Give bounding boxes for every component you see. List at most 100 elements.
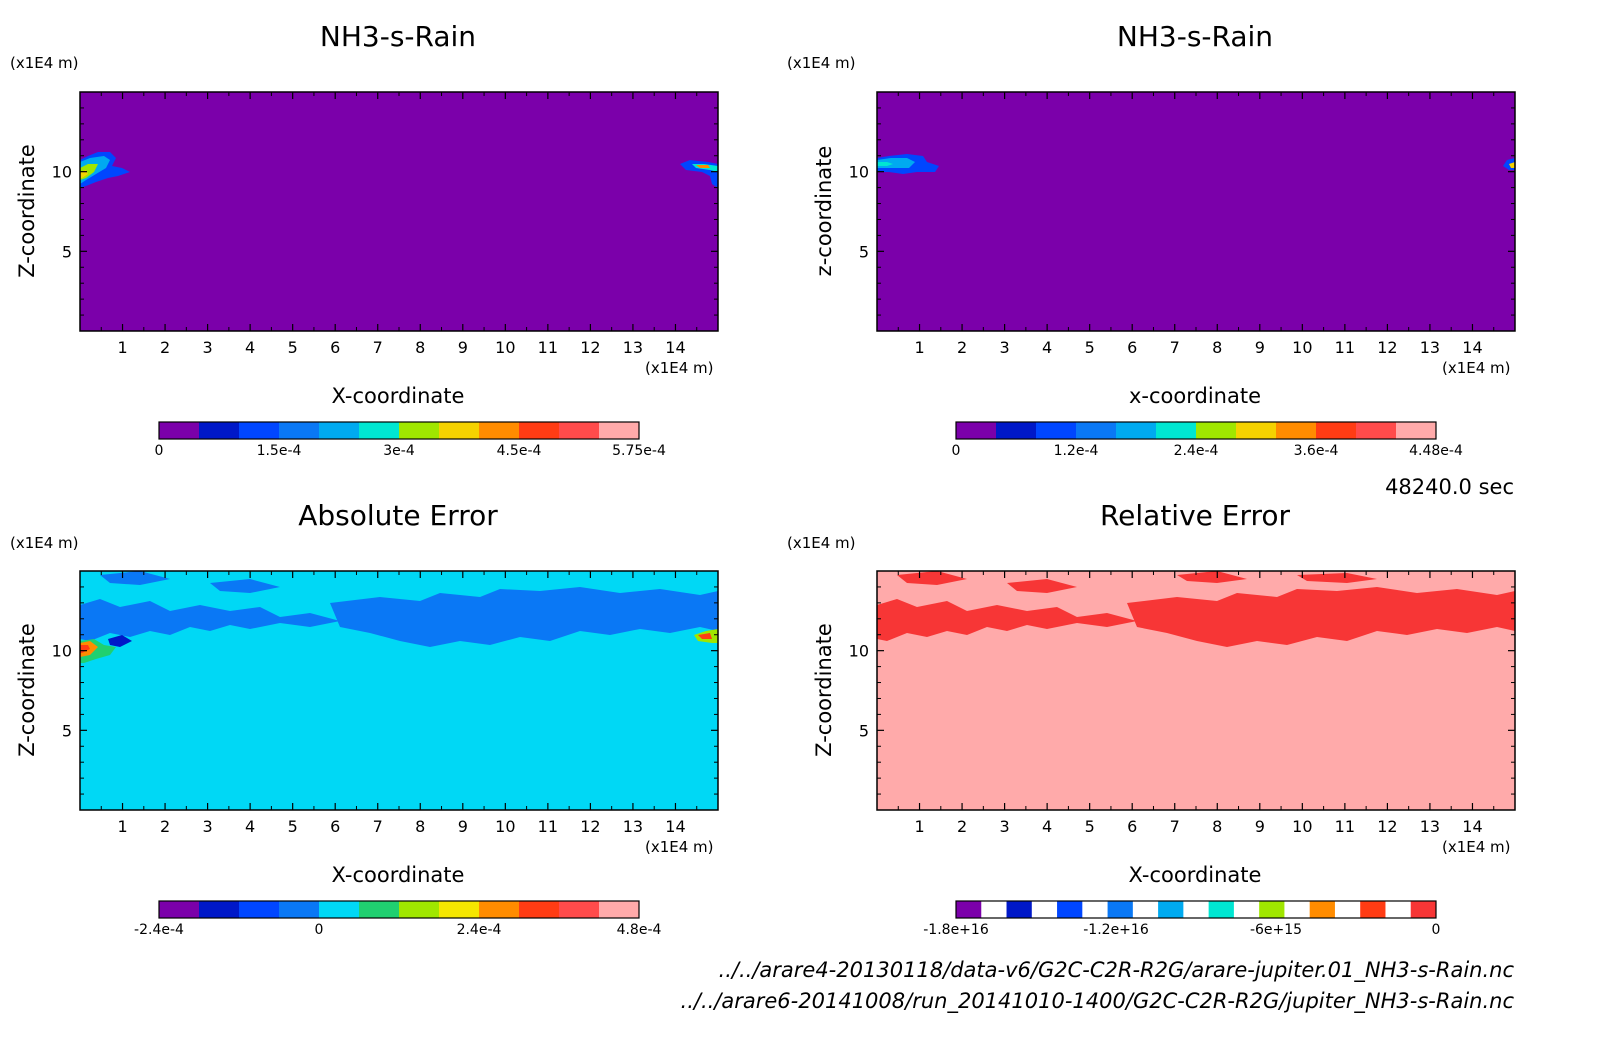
colorbar-swatch [319,422,360,439]
x-tick-label: 13 [623,338,643,357]
z-tick-label: 10 [849,163,869,182]
colorbar: 0 1.2e-4 2.4e-4 3.6e-4 4.48e-4 [952,421,1463,459]
colorbar-swatch [1316,422,1357,439]
colorbar-tick-label: 0 [315,922,324,938]
colorbar-tick-label: -2.4e-4 [134,922,184,938]
x-tick-label: 10 [1292,338,1312,357]
colorbar-swatch [1385,901,1412,918]
z-tick-label: 5 [62,721,72,740]
x-tick-label: 12 [1377,817,1397,836]
z-unit-label: (x1E4 m) [787,54,856,72]
colorbar-tick-label: 1.2e-4 [1054,443,1099,459]
error-region-3 [210,579,280,593]
colorbar: 0 1.5e-4 3e-4 4.5e-4 5.75e-4 [155,421,666,459]
z-axis-label: z-coordinate [812,146,836,277]
error-region-3 [1007,579,1077,593]
x-tick-label: 2 [957,817,967,836]
z-tick-labels: 5 10 [52,107,718,316]
x-tick-label: 10 [1292,817,1312,836]
colorbar-swatch [479,901,520,918]
colorbar: -2.4e-4 0 2.4e-4 4.8e-4 [134,900,662,938]
x-tick-label: 3 [1000,817,1010,836]
plot-area [877,92,1515,331]
colorbar-swatch [1183,901,1210,918]
panel-title: Relative Error [1100,499,1291,532]
colorbar-tick-label: 0 [952,443,961,459]
colorbar-swatch [1132,901,1159,918]
colorbar-swatch [1276,422,1317,439]
colorbar-tick-label: 2.4e-4 [1174,443,1219,459]
x-tick-label: 3 [1000,338,1010,357]
x-unit-label: (x1E4 m) [645,838,714,856]
colorbar-swatch [559,422,600,439]
colorbar-tick-label: 4.5e-4 [497,443,542,459]
x-tick-label: 10 [495,817,515,836]
plot-area [80,571,718,810]
x-tick-label: 6 [1127,817,1137,836]
colorbar-swatch [1107,901,1134,918]
x-tick-label: 9 [458,817,468,836]
colorbar-tick-label: 4.48e-4 [1409,443,1463,459]
x-tick-label: 10 [495,338,515,357]
z-tick-labels: 5 10 [52,586,718,795]
colorbar-swatch [1036,422,1077,439]
colorbar-swatch [1233,901,1260,918]
colorbar-swatch [956,901,982,918]
x-tick-label: 14 [665,817,685,836]
z-axis-label: Z-coordinate [15,623,39,757]
source-file-1: ../../arare4-20130118/data-v6/G2C-C2R-R2… [719,958,1515,983]
x-tick-label: 13 [1420,338,1440,357]
x-tick-label: 4 [245,817,255,836]
x-tick-label: 1 [117,338,127,357]
x-tick-label: 7 [1170,817,1180,836]
colorbar-swatch [279,901,320,918]
colorbar-swatch [1360,901,1386,918]
x-tick-labels: 1 2 3 4 5 6 7 8 9 10 11 12 13 14 [100,571,698,836]
field-background [877,92,1515,331]
error-region-4 [1127,587,1515,647]
x-tick-label: 14 [1462,338,1482,357]
colorbar-frame [158,900,640,919]
error-region-6 [1297,573,1377,583]
colorbar-swatch [956,422,997,439]
colorbar-swatch [279,422,320,439]
colorbar-swatch [1116,422,1157,439]
error-region-1 [80,599,340,641]
colorbar-swatch [199,422,240,439]
panel-nh3-rain-left: NH3-s-Rain (x1E4 m) 1 2 3 4 5 6 7 8 9 10 11 12 13 14 … [10,20,719,459]
x-axis-label: x-coordinate [1129,384,1261,408]
colorbar-swatch [1236,422,1277,439]
x-tick-label: 8 [1212,817,1222,836]
x-tick-label: 6 [330,817,340,836]
colorbar-swatch [1284,901,1311,918]
colorbar-swatch [439,901,480,918]
colorbar-tick-label: -1.2e+16 [1083,922,1149,938]
colorbar-swatch [599,422,640,439]
x-tick-label: 5 [1085,817,1095,836]
x-tick-label: 1 [914,338,924,357]
rain-blob-core [877,162,893,166]
x-tick-label: 7 [1170,338,1180,357]
x-tick-label: 7 [373,338,383,357]
colorbar-swatch [239,422,280,439]
field-background [80,92,718,331]
x-tick-label: 4 [1042,817,1052,836]
x-tick-label: 5 [288,338,298,357]
colorbar-swatch [1057,901,1083,918]
colorbar-tick-label: 3e-4 [383,443,415,459]
colorbar-swatch [1396,422,1437,439]
x-tick-label: 12 [1377,338,1397,357]
colorbar-tick-label: 5.75e-4 [612,443,666,459]
x-tick-labels: 1 2 3 4 5 6 7 8 9 10 11 12 13 14 [100,92,698,357]
z-axis-label: Z-coordinate [812,623,836,757]
colorbar-tick-label: 1.5e-4 [257,443,302,459]
panel-title: NH3-s-Rain [1117,20,1273,53]
colorbar-swatch [1208,901,1235,918]
colorbar-swatch [1259,901,1285,918]
error-region-5 [1177,571,1247,583]
colorbar: -1.8e+16 -1.2e+16 -6e+15 0 [923,900,1440,938]
x-tick-labels: 1 2 3 4 5 6 7 8 9 10 11 12 13 14 [897,92,1495,357]
x-tick-label: 8 [415,817,425,836]
colorbar-swatch [1410,901,1437,918]
